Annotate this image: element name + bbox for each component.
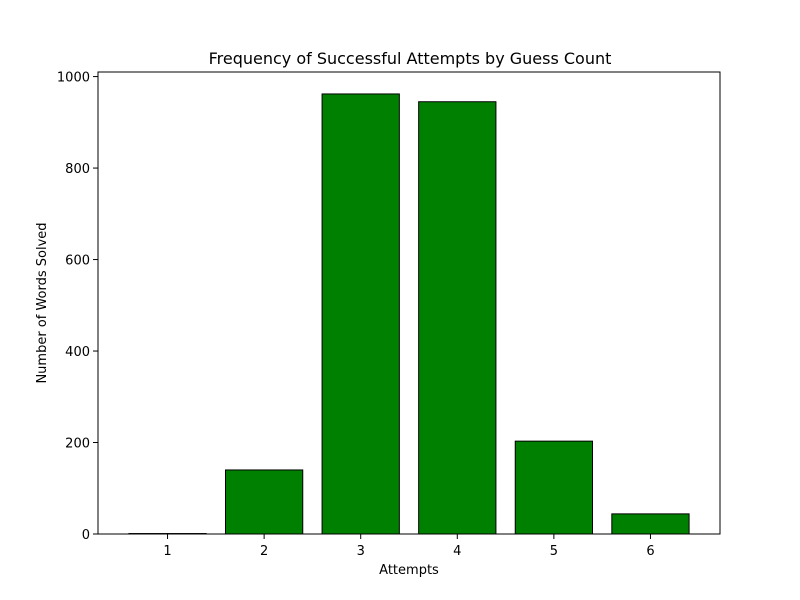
x-tick-label: 3 <box>357 544 365 559</box>
y-tick-label: 400 <box>65 345 90 360</box>
y-tick-label: 800 <box>65 162 90 177</box>
y-tick-label: 600 <box>65 254 90 269</box>
y-axis-label: Number of Words Solved <box>35 222 50 383</box>
bar-5 <box>514 440 594 535</box>
y-axis: 0 200 400 600 800 1000 <box>57 71 98 543</box>
x-axis-label: Attempts <box>379 563 439 578</box>
chart-title: Frequency of Successful Attempts by Gues… <box>209 49 612 68</box>
bars-group <box>128 93 690 535</box>
bar-2 <box>224 469 304 535</box>
x-tick-label: 5 <box>550 544 558 559</box>
bar-3 <box>321 93 400 535</box>
bar-4 <box>418 101 497 535</box>
bar-6 <box>611 513 690 535</box>
x-axis: 1 2 3 4 5 6 <box>163 534 655 559</box>
y-tick-label: 0 <box>82 528 90 543</box>
plot-frame <box>97 71 721 535</box>
y-tick-label: 1000 <box>57 71 90 86</box>
x-tick-label: 1 <box>163 544 171 559</box>
y-tick-label: 200 <box>65 437 90 452</box>
x-tick-label: 4 <box>453 544 461 559</box>
x-tick-label: 6 <box>646 544 654 559</box>
x-tick-label: 2 <box>260 544 268 559</box>
